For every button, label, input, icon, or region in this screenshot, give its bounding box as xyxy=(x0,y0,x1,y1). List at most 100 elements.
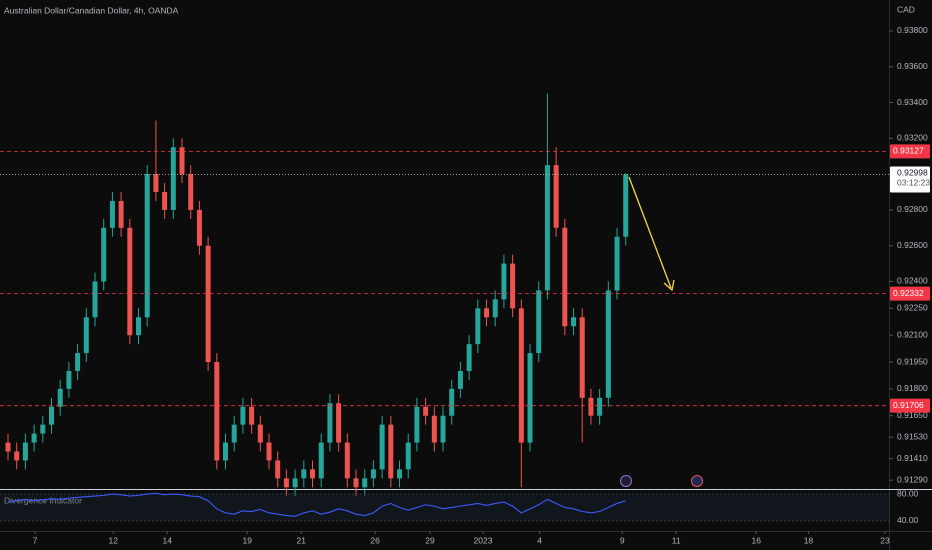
candle-body xyxy=(283,478,289,488)
y-tick-label: 0.91530 xyxy=(897,431,928,441)
candle-body xyxy=(266,442,272,461)
y-tick-label: 0.92400 xyxy=(897,276,928,286)
candle-body xyxy=(336,403,342,443)
candle xyxy=(484,299,490,327)
candle xyxy=(510,254,516,318)
candle xyxy=(5,433,11,461)
candle-body xyxy=(127,227,133,336)
candle-body xyxy=(492,299,498,318)
candle xyxy=(109,192,115,237)
y-tick-label: 0.91290 xyxy=(897,474,928,484)
candle xyxy=(188,165,194,219)
candle-body xyxy=(214,362,220,461)
candle-body xyxy=(170,147,176,210)
indicator-line xyxy=(7,492,626,517)
candle-body xyxy=(614,236,620,291)
candle xyxy=(501,254,507,309)
candle-body xyxy=(414,406,420,443)
x-tick-label: 9 xyxy=(620,535,625,545)
x-tick-label: 26 xyxy=(370,535,380,545)
candle xyxy=(379,415,385,479)
candle-body xyxy=(14,451,20,461)
candle-body xyxy=(136,317,142,336)
event-icon[interactable] xyxy=(620,475,632,487)
candle-body xyxy=(153,174,159,193)
candle-body xyxy=(57,388,63,407)
candle-body xyxy=(544,165,550,291)
candle xyxy=(405,433,411,479)
candle xyxy=(327,394,333,452)
candle xyxy=(344,433,350,488)
candle-body xyxy=(362,478,368,488)
x-tick-label: 11 xyxy=(672,535,681,545)
level-label: 0.92332 xyxy=(893,288,924,298)
chart-title: Australian Dollar/Canadian Dollar, 4h, O… xyxy=(4,5,179,15)
candle xyxy=(431,406,437,452)
candle-body xyxy=(5,442,11,452)
candle xyxy=(40,415,46,443)
candle xyxy=(292,469,298,497)
candle-body xyxy=(83,317,89,354)
candle xyxy=(310,460,316,488)
candle xyxy=(492,290,498,327)
candle-body xyxy=(457,370,463,389)
candle-body xyxy=(49,406,55,425)
candle-body xyxy=(188,174,194,210)
candle-body xyxy=(162,192,168,210)
candle xyxy=(92,272,98,327)
candle xyxy=(66,362,72,398)
x-tick-label: 4 xyxy=(537,535,542,545)
candle-body xyxy=(623,174,629,237)
indicator-tick-label: 40.00 xyxy=(897,515,919,525)
candle-body xyxy=(92,281,98,318)
candle-body xyxy=(301,469,307,479)
candle-body xyxy=(109,200,115,228)
candle xyxy=(14,442,20,470)
level-label-box xyxy=(890,144,930,159)
candle xyxy=(544,93,550,300)
x-tick-label: 23 xyxy=(880,535,890,545)
arrow-head xyxy=(663,279,675,292)
candle xyxy=(257,415,263,452)
candle-body xyxy=(518,308,524,443)
candle-body xyxy=(118,200,124,228)
candle-body xyxy=(353,478,359,488)
candle xyxy=(275,451,281,488)
candle xyxy=(196,200,202,255)
candle xyxy=(362,469,368,497)
candle-body xyxy=(249,406,255,425)
y-tick-label: 0.93800 xyxy=(897,25,928,35)
y-tick-label: 0.91410 xyxy=(897,453,928,463)
candle xyxy=(388,415,394,488)
candle-body xyxy=(370,469,376,479)
candle-body xyxy=(510,263,516,309)
x-tick-label: 7 xyxy=(33,535,38,545)
y-tick-label: 0.91950 xyxy=(897,356,928,366)
event-icons[interactable] xyxy=(620,475,703,487)
candle-body xyxy=(40,424,46,434)
event-icon[interactable] xyxy=(691,475,703,487)
candle-body xyxy=(292,478,298,488)
candle-body xyxy=(231,424,237,443)
candle-body xyxy=(484,308,490,318)
candle-body xyxy=(205,245,211,363)
candle xyxy=(518,299,524,488)
candle xyxy=(170,138,176,219)
candle-body xyxy=(31,433,37,443)
candle xyxy=(49,397,55,434)
indicator-band xyxy=(0,494,889,521)
candle xyxy=(144,165,150,327)
currency-label: CAD xyxy=(897,4,915,14)
y-tick-label: 0.92250 xyxy=(897,303,928,313)
candle xyxy=(457,362,463,398)
candle xyxy=(301,460,307,488)
candle-body xyxy=(388,424,394,479)
candle-body xyxy=(344,442,350,479)
last-price-label: 0.92998 xyxy=(897,168,928,178)
candle xyxy=(475,299,481,354)
x-tick-label: 18 xyxy=(804,535,814,545)
candle-body xyxy=(562,227,568,327)
candle-body xyxy=(405,442,411,470)
y-tick-label: 0.92800 xyxy=(897,204,928,214)
